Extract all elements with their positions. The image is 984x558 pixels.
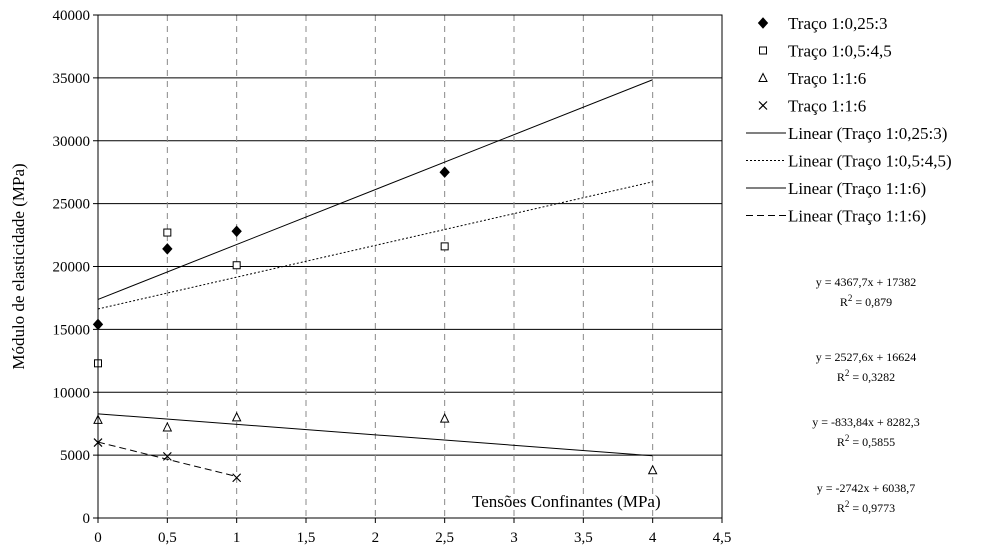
data-point-s2 [163, 228, 172, 237]
trendline-r2-3: R2 = 0,5855 [837, 433, 895, 449]
y-tick-label: 25000 [53, 197, 91, 213]
data-point-s2 [232, 261, 241, 270]
x-tick-label: 2 [372, 530, 380, 546]
legend-label-1: Traço 1:0,25:3 [788, 14, 888, 33]
data-point-s3 [647, 464, 658, 475]
x-tick-label: 1,5 [297, 530, 316, 546]
data-point-s1 [231, 225, 242, 238]
trendline-equation-2: y = 2527,6x + 16624 [816, 350, 917, 364]
y-axis-title: Módulo de elasticidade (MPa) [9, 163, 28, 369]
x-tick-label: 4,5 [713, 530, 732, 546]
trendline-equations: y = 4367,7x + 17382 R2 = 0,879 y = 2527,6x… [812, 275, 920, 515]
legend-marker-1 [757, 17, 769, 29]
trendline-1 [97, 79, 653, 300]
data-point-s1 [439, 166, 450, 178]
y-tick-label: 35000 [53, 71, 91, 87]
y-tick-label: 0 [83, 511, 91, 527]
data-point-s3 [162, 421, 173, 432]
legend: Traço 1:0,25:3 Traço 1:0,5:4,5 Traço 1:1:6… [746, 14, 952, 226]
x-tick-label: 3,5 [574, 530, 593, 546]
legend-trend-label-3: Linear (Traço 1:1:6) [788, 179, 926, 198]
trendlines [97, 79, 653, 478]
legend-marker-3 [758, 72, 768, 82]
x-tick-label: 2,5 [435, 530, 454, 546]
x-tick-label: 4 [649, 530, 657, 546]
x-axis-title: Tensões Confinantes (MPa) [472, 492, 661, 511]
x-tick-label: 1 [233, 530, 241, 546]
trendline-r2-4: R2 = 0,9773 [837, 499, 895, 515]
data-point-s4 [162, 451, 172, 461]
grid [98, 15, 722, 518]
legend-label-3: Traço 1:1:6 [788, 69, 866, 88]
trendline-2 [97, 181, 653, 310]
legend-marker-4 [758, 101, 768, 110]
y-tick-label: 30000 [53, 134, 91, 150]
y-tick-label: 15000 [53, 322, 91, 338]
y-tick-label: 5000 [60, 448, 90, 464]
trendline-r2-2: R2 = 0,3282 [837, 368, 895, 384]
trendline-equation-4: y = -2742x + 6038,7 [817, 481, 916, 495]
legend-trend-label-1: Linear (Traço 1:0,25:3) [788, 124, 947, 143]
data-point-s4 [232, 473, 242, 483]
legend-trend-label-2: Linear (Traço 1:0,5:4,5) [788, 152, 952, 171]
trendline-r2-1: R2 = 0,879 [840, 293, 892, 309]
x-tick-label: 3 [510, 530, 518, 546]
legend-label-2: Traço 1:0,5:4,5 [788, 42, 892, 61]
legend-marker-2 [759, 46, 767, 55]
trendline-3 [97, 413, 653, 457]
data-point-s3 [231, 411, 242, 422]
axis-ticks: 0 5000 10000 15000 20000 25000 30000 35000 40000… [53, 8, 732, 546]
trendline-equation-3: y = -833,84x + 8282,3 [812, 415, 920, 429]
x-tick-label: 0,5 [158, 530, 177, 546]
x-tick-label: 0 [94, 530, 102, 546]
y-tick-label: 40000 [53, 8, 91, 24]
data-point-s2 [440, 242, 449, 251]
legend-trend-label-4: Linear (Traço 1:1:6) [788, 207, 926, 226]
y-tick-label: 10000 [53, 385, 91, 401]
data-point-s3 [439, 413, 450, 423]
trendline-equation-1: y = 4367,7x + 17382 [816, 275, 917, 289]
legend-label-4: Traço 1:1:6 [788, 97, 866, 116]
data-point-s1 [162, 243, 173, 255]
y-tick-label: 20000 [53, 260, 91, 276]
trendline-4 [97, 441, 237, 478]
